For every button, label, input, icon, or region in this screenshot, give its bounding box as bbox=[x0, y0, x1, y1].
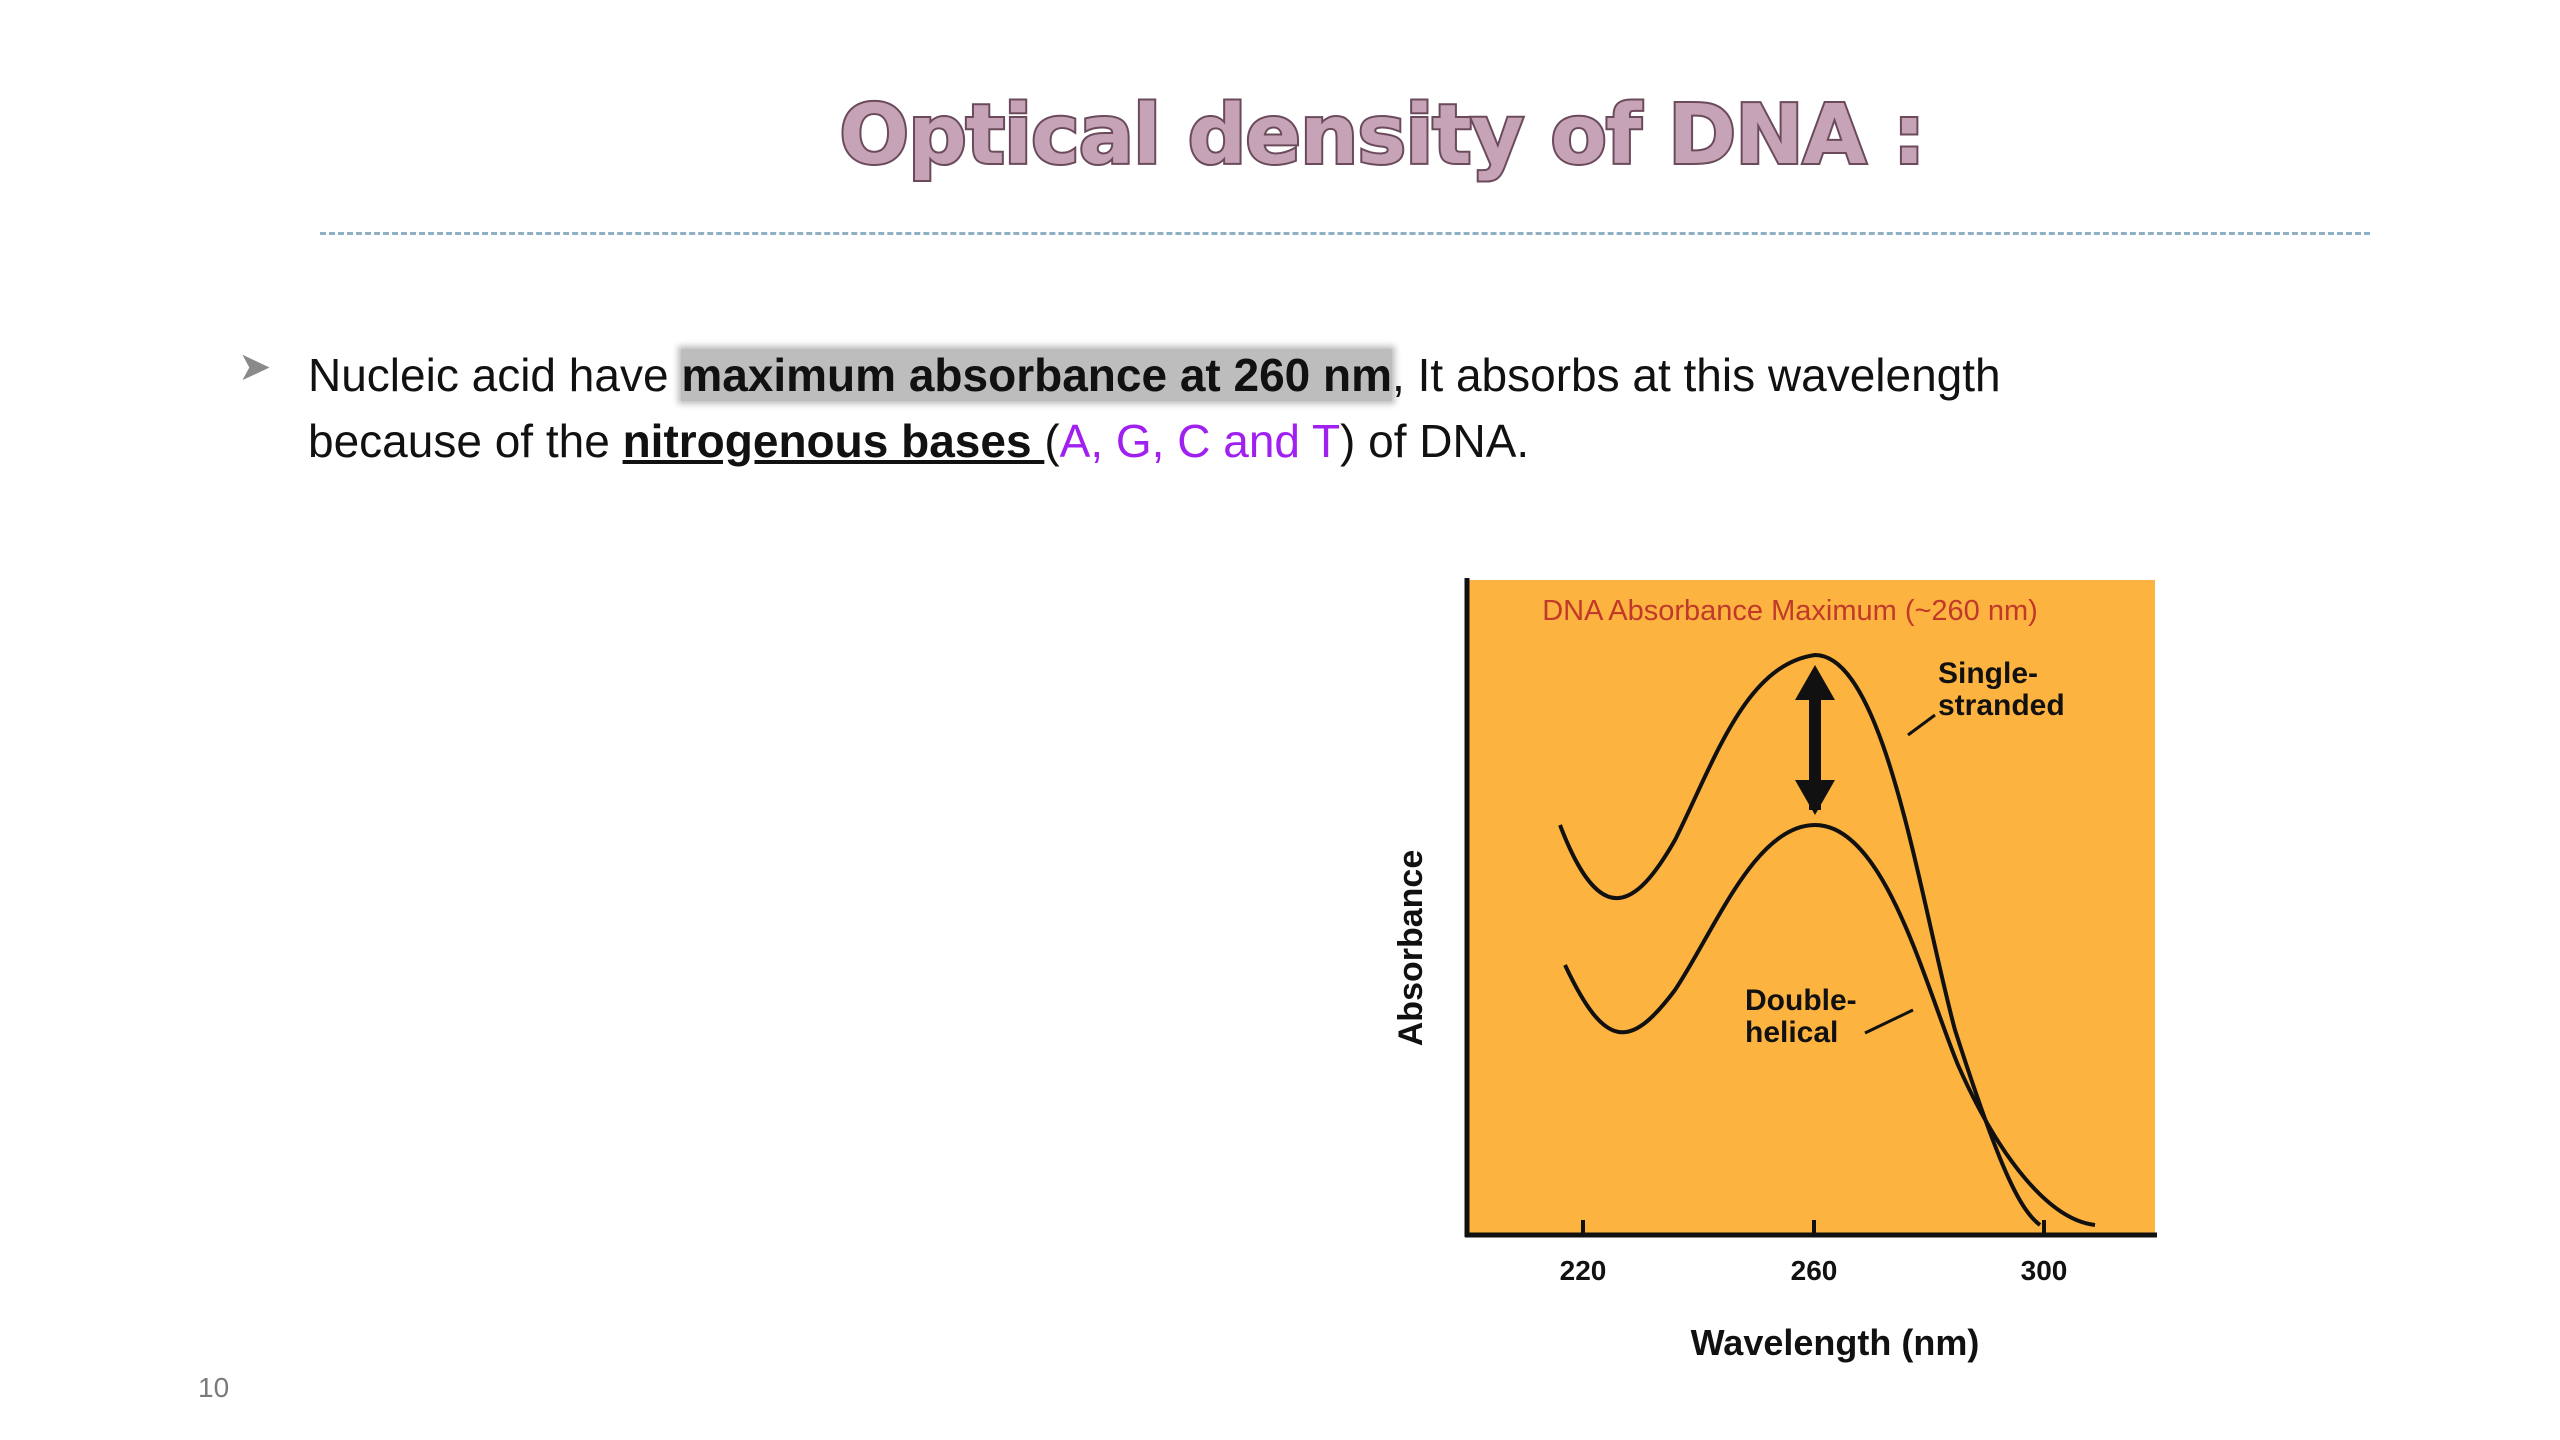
series-double-helical-line bbox=[1563, 822, 2096, 1227]
bases-list: A, G, C and T bbox=[1059, 415, 1341, 467]
series-label-single-stranded: Single- stranded bbox=[1938, 657, 2065, 722]
bullet-text: Nucleic acid have maximum absorbance at … bbox=[308, 342, 2308, 474]
series-single-stranded-line bbox=[1558, 652, 2042, 1227]
y-axis-label: Absorbance bbox=[1392, 850, 1430, 1047]
series-label-double-helical: Double- helical bbox=[1745, 984, 1865, 1049]
slide-number: 10 bbox=[198, 1372, 230, 1403]
x-axis-label: Wavelength (nm) bbox=[1691, 1322, 1980, 1363]
bullet-text-end: ) of DNA. bbox=[1340, 415, 1530, 467]
bullet-line2-start: because of the bbox=[308, 415, 623, 467]
x-tick-label: 300 bbox=[2021, 1255, 2068, 1286]
double-headed-arrow-icon bbox=[1795, 665, 1835, 815]
absorbance-chart: DNA Absorbance Maximum (~260 nm) Single-… bbox=[1392, 578, 2157, 1363]
x-tick-label: 220 bbox=[1560, 1255, 1607, 1286]
double-helical-leader bbox=[1864, 1008, 1914, 1035]
title-divider bbox=[320, 232, 2370, 235]
chart-title: DNA Absorbance Maximum (~260 nm) bbox=[1542, 595, 2038, 627]
arrow-right-icon: ➤ bbox=[238, 345, 272, 389]
highlighted-phrase: maximum absorbance at 260 nm bbox=[681, 349, 1393, 401]
underlined-phrase: nitrogenous bases bbox=[622, 415, 1045, 467]
single-stranded-leader bbox=[1907, 713, 1936, 737]
bullet-text-middle: , It absorbs at this wavelength bbox=[1392, 349, 2001, 401]
bullet-text-start: Nucleic acid have bbox=[308, 349, 682, 401]
paren-open: ( bbox=[1044, 415, 1060, 467]
slide-title: Optical density of DNA : bbox=[837, 86, 1927, 185]
x-tick-label: 260 bbox=[1791, 1255, 1838, 1286]
